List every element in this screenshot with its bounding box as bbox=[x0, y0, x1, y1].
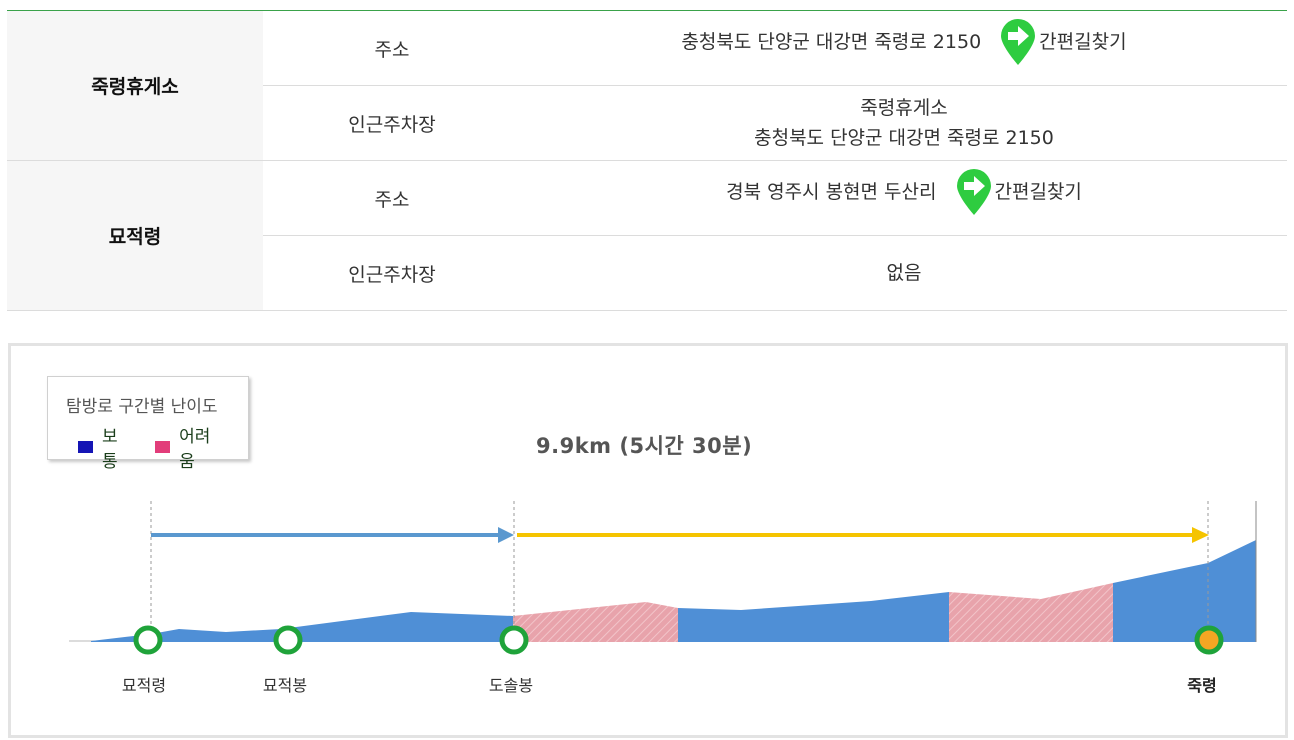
parking-label: 인근주차장 bbox=[263, 85, 521, 161]
segment-normal-2 bbox=[678, 592, 949, 642]
quick-directions-label: 간편길찾기 bbox=[1039, 31, 1127, 53]
difficulty-legend: 탐방로 구간별 난이도 보통 어려움 bbox=[47, 376, 249, 472]
place-name-jukryeong-rest: 죽령휴게소 bbox=[7, 10, 263, 161]
quick-directions-button[interactable]: 간편길찾기 bbox=[999, 18, 1127, 66]
address-label: 주소 bbox=[263, 10, 521, 86]
segment-hard-1 bbox=[513, 602, 678, 642]
legend-label-hard: 어려움 bbox=[179, 427, 211, 472]
address-label: 주소 bbox=[263, 160, 521, 236]
waypoint-marker[interactable] bbox=[133, 625, 163, 655]
waypoint-label: 죽령 bbox=[1187, 676, 1217, 695]
legend-label-normal: 보통 bbox=[101, 427, 118, 472]
waypoint-label: 도솔봉 bbox=[488, 676, 534, 695]
map-pin-arrow-icon bbox=[956, 169, 991, 215]
legend-item-normal: 보통 bbox=[78, 422, 133, 472]
total-distance-time: 9.9km (5시간 30분) bbox=[536, 434, 753, 458]
legend-title: 탐방로 구간별 난이도 bbox=[66, 397, 218, 417]
segment-hard-2 bbox=[949, 583, 1113, 642]
legend-swatch-hard bbox=[155, 441, 171, 453]
segment-normal-3 bbox=[1113, 540, 1256, 642]
parking-label: 인근주차장 bbox=[263, 235, 521, 311]
address-value: 경북 영주시 봉현면 두산리 간편길찾기 bbox=[521, 160, 1287, 236]
address-text: 충청북도 단양군 대강면 죽령로 2150 bbox=[681, 31, 982, 53]
parking-value: 죽령휴게소 충청북도 단양군 대강면 죽령로 2150 bbox=[521, 85, 1287, 161]
arrow-head-1 bbox=[498, 527, 514, 543]
arrow-head-2 bbox=[1192, 527, 1209, 543]
trailhead-info-table: 죽령휴게소 주소 충청북도 단양군 대강면 죽령로 2150 간편길찾기 인근주… bbox=[7, 10, 1287, 311]
address-text: 경북 영주시 봉현면 두산리 bbox=[726, 181, 937, 203]
parking-value: 없음 bbox=[521, 235, 1287, 311]
place-name-myojeokryeong: 묘적령 bbox=[7, 160, 263, 311]
address-value: 충청북도 단양군 대강면 죽령로 2150 간편길찾기 bbox=[521, 10, 1287, 86]
quick-directions-label: 간편길찾기 bbox=[994, 181, 1082, 203]
waypoint-marker-end[interactable] bbox=[1194, 625, 1224, 655]
parking-address: 충청북도 단양군 대강면 죽령로 2150 bbox=[754, 127, 1054, 149]
waypoint-label: 묘적령 bbox=[121, 676, 167, 695]
waypoint-marker[interactable] bbox=[273, 625, 303, 655]
trail-profile-panel: 탐방로 구간별 난이도 보통 어려움 9.9km (5시간 30분) 묘적령 묘… bbox=[8, 343, 1288, 738]
elevation-profile-chart bbox=[69, 501, 1257, 655]
segment-normal-1 bbox=[91, 612, 513, 642]
waypoint-marker[interactable] bbox=[499, 625, 529, 655]
legend-swatch-normal bbox=[78, 441, 93, 453]
quick-directions-button[interactable]: 간편길찾기 bbox=[955, 168, 1082, 216]
map-pin-arrow-icon bbox=[1001, 19, 1036, 65]
parking-name: 죽령휴게소 bbox=[860, 97, 948, 119]
waypoint-label: 묘적봉 bbox=[262, 676, 308, 695]
legend-item-hard: 어려움 bbox=[155, 422, 226, 472]
